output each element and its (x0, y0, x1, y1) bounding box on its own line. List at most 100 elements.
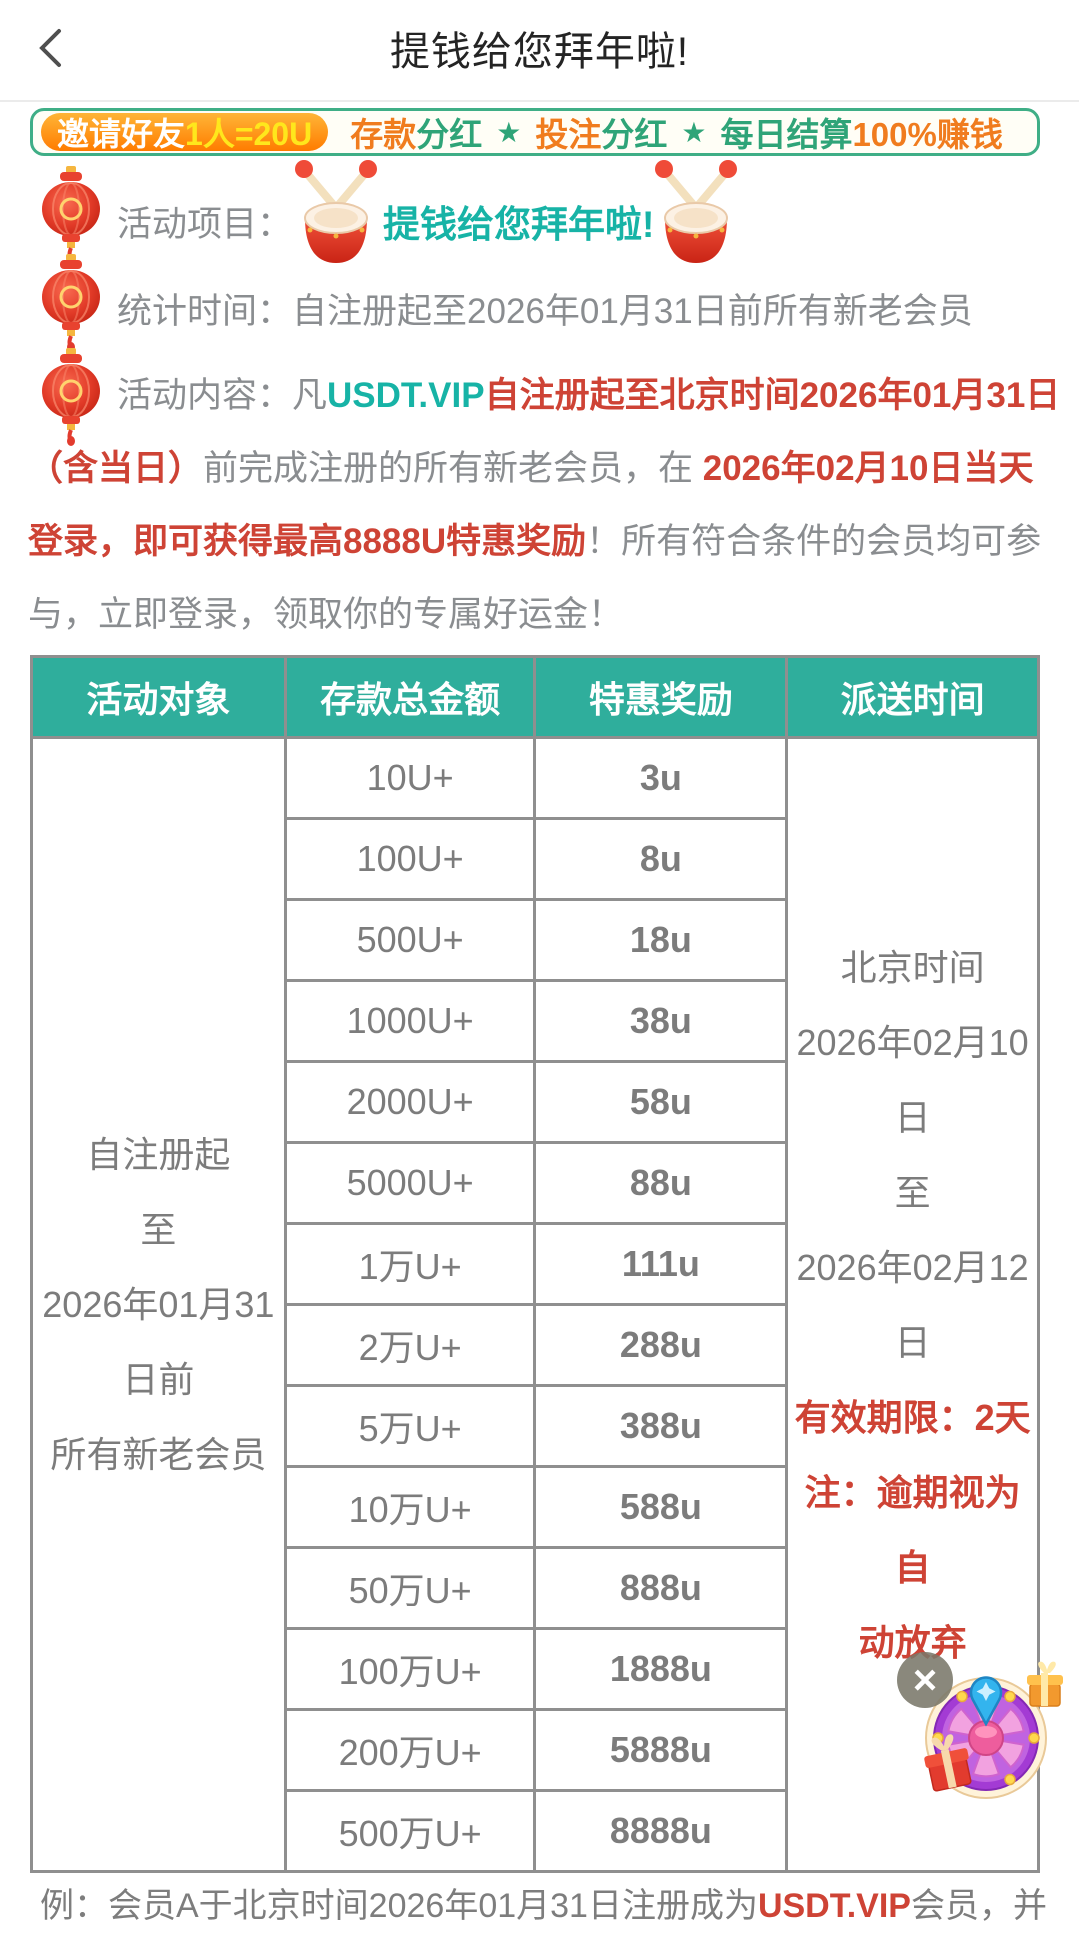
reward-cell: 5888u (533, 1708, 789, 1792)
deposit-cell: 1万U+ (283, 1222, 537, 1306)
deposit-cell: 500万U+ (283, 1789, 537, 1873)
reward-cell: 111u (533, 1222, 789, 1306)
gift-icon (1027, 1661, 1063, 1707)
table-row: 500U+ 18u (32, 898, 1039, 982)
app-header: 提钱给您拜年啦! (0, 0, 1079, 102)
delivery-note: 有效期限：2天 (794, 1396, 1031, 1438)
content-highlight: （含当日） (28, 449, 204, 488)
reward-cell: 288u (533, 1303, 789, 1387)
col-header-reward: 特惠奖励 (533, 655, 789, 739)
reward-cell: 588u (533, 1465, 789, 1549)
reward-cell: 58u (533, 1060, 789, 1144)
content-text: 凡 (292, 376, 328, 415)
delivery-note: 注：逾期视为自 (804, 1471, 1021, 1588)
reward-cell: 3u (533, 736, 789, 820)
page-title: 提钱给您拜年啦! (389, 30, 690, 74)
back-button[interactable] (28, 24, 76, 72)
lantern-icon (42, 254, 100, 352)
table-row: 自注册起 至 2026年01月31 日前 所有新老会员 10U+ 3u 北京时间… (30, 736, 1040, 1873)
audience-line: 至 (140, 1209, 177, 1250)
col-header-delivery: 派送时间 (785, 655, 1040, 739)
invite-pill-text: 邀请好友 (57, 116, 186, 152)
col-header-deposit: 存款总金额 (283, 655, 537, 739)
table-row: 1万U+ 111u (32, 1222, 1039, 1306)
content-text: ！所有符合条件的会员均可参 (586, 522, 1042, 561)
table-header-row: 活动对象 存款总金额 特惠奖励 派送时间 (30, 655, 1040, 739)
lucky-wheel-widget[interactable] (906, 1660, 1066, 1820)
deposit-cell: 500U+ (283, 898, 537, 982)
table-row: 5万U+ 388u (32, 1384, 1039, 1468)
col-header-audience: 活动对象 (30, 655, 287, 739)
reward-cell: 388u (533, 1384, 789, 1468)
stat-time-row: 统计时间：自注册起至2026年01月31日前所有新老会员 (117, 283, 973, 334)
banner-segment: 每日结算 (720, 116, 853, 153)
delivery-cell: 北京时间 2026年02月10 日 至 2026年02月12 日 有效期限：2天… (785, 736, 1040, 1873)
reward-cell: 38u (533, 979, 789, 1063)
deposit-cell: 50万U+ (283, 1546, 537, 1630)
example-suffix: 会员，并 (911, 1887, 1047, 1925)
lantern-icon (42, 348, 100, 446)
deposit-cell: 1000U+ (283, 979, 537, 1063)
delivery-line: 日 (894, 1096, 931, 1138)
table-row: 100万U+ 1888u (32, 1627, 1039, 1711)
content-highlight: 2026年02月10日当天 (702, 449, 1034, 488)
deposit-cell: 100U+ (283, 817, 537, 901)
banner-segment: 100%赚钱 (852, 116, 1003, 153)
table-row: 100U+ 8u (32, 817, 1039, 901)
content-line-3: 登录，即可获得最高8888U特惠奖励！所有符合条件的会员均可参 (28, 521, 1041, 563)
banner-segment: 存款 (350, 116, 417, 153)
chevron-left-icon (39, 29, 61, 67)
audience-line: 日前 (122, 1359, 195, 1400)
reward-cell: 1888u (533, 1627, 789, 1711)
delivery-line: 2026年02月10 (796, 1021, 1029, 1063)
deposit-cell: 5万U+ (283, 1384, 537, 1468)
table-row: 50万U+ 888u (32, 1546, 1039, 1630)
content-highlight: 自注册起至北京时间2026年01月31日 (484, 376, 1061, 415)
audience-line: 所有新老会员 (50, 1434, 267, 1475)
deposit-cell: 200万U+ (283, 1708, 537, 1792)
brand-text: USDT.VIP (327, 376, 485, 415)
example-line: 例：会员A于北京时间2026年01月31日注册成为USDT.VIP会员，并 (40, 1878, 1047, 1927)
table-row: 500万U+ 8888u (32, 1789, 1039, 1873)
delivery-line: 日 (894, 1321, 931, 1363)
deposit-cell: 10万U+ (283, 1465, 537, 1549)
deposit-cell: 10U+ (283, 736, 537, 820)
wheel-pointer-icon (969, 1676, 1003, 1727)
delivery-line: 2026年02月12 (796, 1246, 1029, 1288)
table-row: 2000U+ 58u (32, 1060, 1039, 1144)
table-row: 1000U+ 38u (32, 979, 1039, 1063)
invite-pill-highlight: 1人=20U (185, 116, 313, 152)
audience-line: 自注册起 (86, 1134, 231, 1175)
deposit-cell: 2000U+ (283, 1060, 537, 1144)
content-text: 前完成注册的所有新老会员，在 (203, 449, 703, 488)
banner-segment: 投注 (535, 116, 602, 153)
banner-segment: 分红 (601, 116, 668, 153)
content-line-2: （含当日）前完成注册的所有新老会员，在 2026年02月10日当天 (28, 448, 1033, 490)
deposit-cell: 5000U+ (283, 1141, 537, 1225)
delivery-line: 至 (894, 1171, 931, 1213)
brand-text: USDT.VIP (757, 1887, 911, 1925)
audience-cell: 自注册起 至 2026年01月31 日前 所有新老会员 (30, 736, 287, 1873)
reward-cell: 888u (533, 1546, 789, 1630)
stat-time-label: 统计时间： (117, 292, 293, 331)
content-line-1: 活动内容：凡USDT.VIP自注册起至北京时间2026年01月31日 (117, 375, 1060, 417)
example-prefix: 例：会员A于北京时间2026年01月31日注册成为 (40, 1887, 758, 1925)
reward-cell: 8u (533, 817, 789, 901)
drum-icon (655, 160, 737, 263)
promo-banner[interactable]: 邀请好友 1人=20U 存款 分红 ★ 投注 分红 ★ 每日结算 100%赚钱 (30, 108, 1040, 156)
gift-icon (924, 1734, 972, 1792)
content-highlight: 登录，即可获得最高8888U特惠奖励 (28, 522, 587, 561)
lantern-icon (42, 166, 100, 264)
table-row: 5000U+ 88u (32, 1141, 1039, 1225)
deposit-cell: 100万U+ (283, 1627, 537, 1711)
audience-line: 2026年01月31 (42, 1284, 275, 1325)
content-text: 与，立即登录，领取你的专属好运金！ (28, 595, 624, 634)
reward-cell: 88u (533, 1141, 789, 1225)
deposit-cell: 2万U+ (283, 1303, 537, 1387)
reward-cell: 18u (533, 898, 789, 982)
table-row: 10万U+ 588u (32, 1465, 1039, 1549)
close-icon[interactable]: × (897, 1652, 953, 1708)
delivery-line: 北京时间 (840, 946, 985, 988)
banner-segment: 分红 (416, 116, 483, 153)
